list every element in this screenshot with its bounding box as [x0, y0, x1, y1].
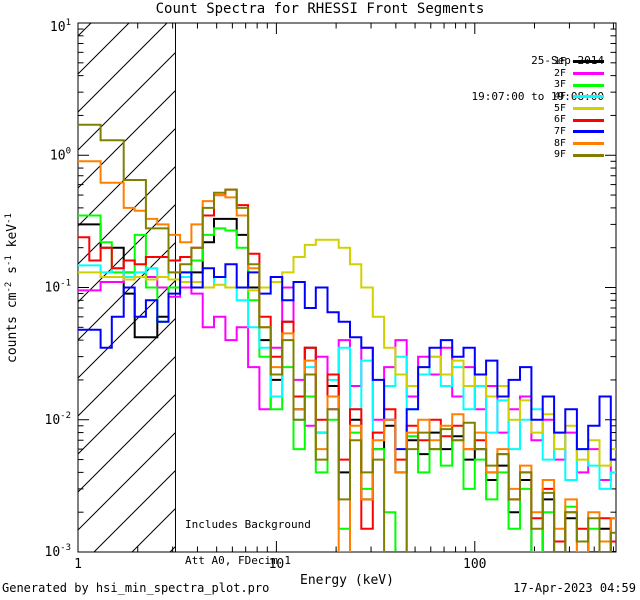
plot-annotations: Includes Background Att A0, FDecim 1	[185, 495, 311, 591]
legend-label-7F: 7F	[553, 125, 566, 137]
y-axis-label: counts cm-2 s-1 keV-1	[4, 213, 20, 363]
legend-item-8F: 8F	[554, 138, 604, 150]
legend-label-4F: 4F	[553, 90, 566, 102]
legend-label-1F: 1F	[553, 55, 566, 67]
legend-item-2F: 2F	[554, 68, 604, 80]
y-tick-label: 10-3	[45, 543, 72, 560]
detector-legend: 1F 2F 3F 4F 5F 6F 7F 8F 9F	[554, 56, 604, 161]
legend-item-3F: 3F	[554, 79, 604, 91]
legend-swatch-1F	[573, 60, 604, 64]
legend-item-7F: 7F	[554, 126, 604, 138]
x-tick-label: 1	[74, 557, 82, 572]
legend-item-4F: 4F	[554, 91, 604, 103]
y-tick-label: 10-1	[45, 279, 72, 296]
axis-tick-labels: 1 10 100 101 100 10-1 10-2 10-3 Energy (keV) coun…	[4, 18, 487, 588]
legend-swatch-4F	[573, 95, 604, 99]
legend-item-6F: 6F	[554, 114, 604, 126]
legend-label-5F: 5F	[553, 102, 566, 114]
x-tick-label: 100	[463, 557, 486, 572]
legend-label-9F: 9F	[553, 149, 566, 161]
legend-label-8F: 8F	[553, 137, 566, 149]
observation-date: 25-Sep-2014	[531, 54, 604, 67]
annotation-attenuator: Att A0, FDecim 1	[185, 554, 291, 567]
legend-swatch-7F	[573, 130, 604, 134]
legend-swatch-9F	[573, 153, 604, 157]
legend-swatch-8F	[573, 142, 604, 146]
legend-swatch-5F	[573, 107, 604, 111]
y-tick-label: 100	[50, 146, 71, 163]
legend-label-2F: 2F	[553, 67, 566, 79]
legend-item-9F: 9F	[554, 150, 604, 162]
annotation-background: Includes Background	[185, 518, 311, 531]
series-line-9F	[78, 123, 616, 552]
legend-swatch-2F	[573, 72, 604, 76]
legend-swatch-3F	[573, 83, 604, 87]
spectra-series-lines	[78, 123, 616, 552]
series-line-7F	[78, 263, 616, 461]
y-tick-label: 10-2	[45, 411, 72, 428]
y-tick-label: 101	[50, 18, 71, 35]
generation-timestamp: 17-Apr-2023 04:59	[513, 581, 636, 595]
legend-item-5F: 5F	[554, 103, 604, 115]
legend-label-3F: 3F	[553, 79, 566, 91]
x-axis-label: Energy (keV)	[300, 573, 394, 588]
legend-swatch-6F	[573, 118, 604, 122]
page-title: Count Spectra for RHESSI Front Segments	[155, 1, 485, 17]
x-tick-label: 10	[269, 557, 285, 572]
legend-label-6F: 6F	[553, 114, 566, 126]
legend-item-1F: 1F	[554, 56, 604, 68]
generator-credit: Generated by hsi_min_spectra_plot.pro	[2, 581, 270, 595]
